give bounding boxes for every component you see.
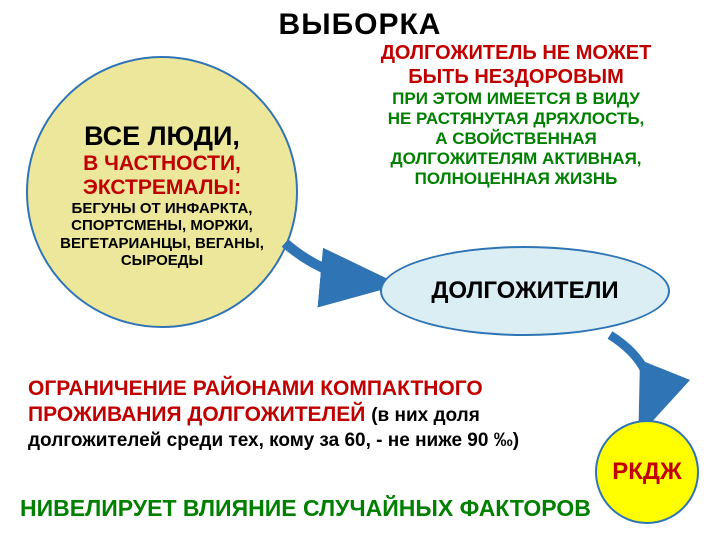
longevity-label: ДОЛГОЖИТЕЛИ [431,277,618,305]
all-people-circle: ВСЕ ЛЮДИ, В ЧАСТНОСТИ, ЭКСТРЕМАЛЫ: БЕГУН… [26,56,298,328]
note-l3: ПРИ ЭТОМ ИМЕЕТСЯ В ВИДУ [326,89,706,109]
rkdz-label: РКДЖ [612,458,681,486]
note-l4: НЕ РАСТЯНУТАЯ ДРЯХЛОСТЬ, [326,109,706,129]
note-l1: ДОЛГОЖИТЕЛЬ НЕ МОЖЕТ [326,42,706,66]
page-title: ВЫБОРКА [0,8,720,42]
note-l2: БЫТЬ НЕЗДОРОВЫМ [326,66,706,90]
all-people-line5: СПОРТСМЕНЫ, МОРЖИ, [71,217,253,234]
all-people-line3: ЭКСТРЕМАЛЫ: [83,176,241,200]
note-l5: А СВОЙСТВЕННАЯ [326,129,706,149]
all-people-line4: БЕГУНЫ ОТ ИНФАРКТА, [72,200,253,217]
all-people-line6: ВЕГЕТАРИАНЦЫ, ВЕГАНЫ, [60,235,264,252]
note-l7: ПОЛНОЦЕННАЯ ЖИЗНЬ [326,169,706,189]
region-constraint-block: ОГРАНИЧЕНИЕ РАЙОНАМИ КОМПАКТНОГО ПРОЖИВА… [28,376,588,452]
all-people-line7: СЫРОЕДЫ [121,252,203,269]
longevity-note-block: ДОЛГОЖИТЕЛЬ НЕ МОЖЕТ БЫТЬ НЕЗДОРОВЫМ ПРИ… [326,42,706,189]
all-people-line2: В ЧАСТНОСТИ, [83,152,241,176]
note-l6: ДОЛГОЖИТЕЛЯМ АКТИВНАЯ, [326,149,706,169]
longevity-ellipse: ДОЛГОЖИТЕЛИ [380,246,670,336]
footer-note: НИВЕЛИРУЕТ ВЛИЯНИЕ СЛУЧАЙНЫХ ФАКТОРОВ [20,494,700,523]
all-people-line1: ВСЕ ЛЮДИ, [84,121,240,152]
